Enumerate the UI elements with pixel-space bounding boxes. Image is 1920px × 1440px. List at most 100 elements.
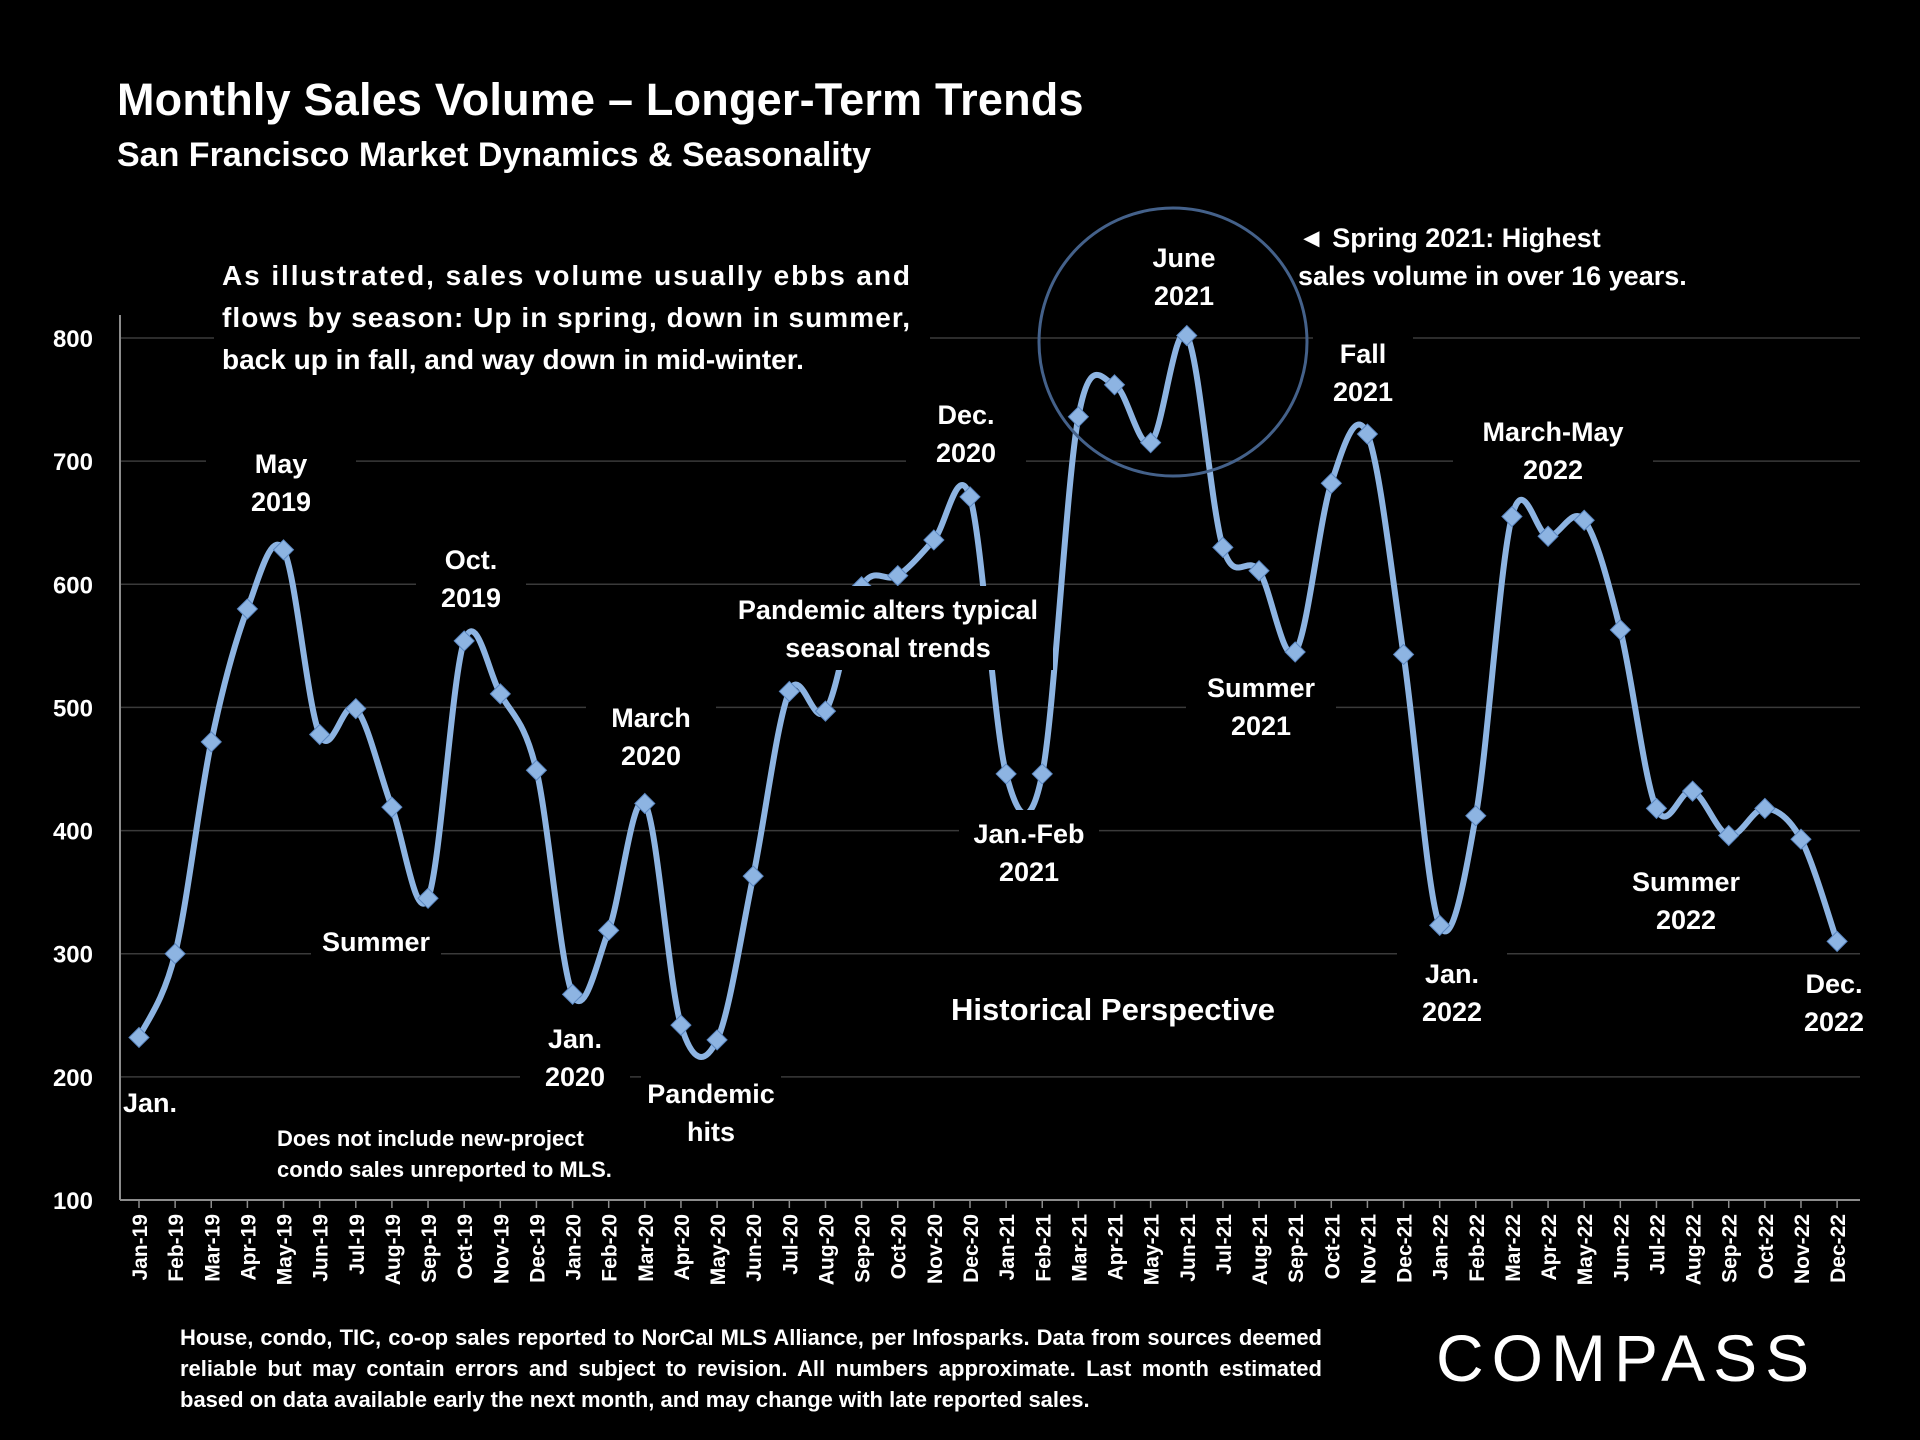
data-point [1754, 797, 1776, 820]
annotation-line: flows by season: Up in spring, down in s… [222, 302, 910, 333]
data-point [1103, 374, 1126, 396]
annotation-pandemic: Pandemic hits [641, 1070, 781, 1154]
data-point [164, 943, 186, 965]
annotation-line: 2020 [621, 741, 681, 771]
annotation-mar20: March 2020 [586, 694, 716, 778]
annotation-bg [311, 918, 441, 964]
x-tick-label: Sep-22 [1719, 1214, 1742, 1283]
annotation-line: ◄ Spring 2021: Highest [1298, 223, 1601, 253]
y-tick-label: 100 [53, 1188, 93, 1215]
x-tick-label: Aug-21 [1249, 1214, 1272, 1285]
x-tick-label: May-21 [1141, 1214, 1164, 1286]
data-point [128, 1026, 150, 1049]
annotation-summer19: Summer [311, 918, 441, 964]
annotation-line: Dec. [937, 400, 994, 430]
annotation-line: Does not include new-project [277, 1126, 584, 1151]
data-point [1465, 805, 1487, 827]
annotation-line: Summer [1632, 867, 1741, 897]
data-point [308, 723, 331, 746]
x-tick-label: Mar-22 [1502, 1214, 1525, 1282]
x-tick-label: Feb-22 [1466, 1214, 1489, 1282]
annotation-may19: May 2019 [206, 440, 356, 524]
annotation-dec20: Dec. 2020 [906, 391, 1026, 475]
annotation-line: March-May [1482, 417, 1623, 447]
data-point [236, 598, 259, 620]
annotation-jun21: June 2021 [1152, 243, 1215, 311]
x-tick-label: Aug-19 [382, 1214, 405, 1285]
annotation-spring21: ◄ Spring 2021: Highest sales volume in ov… [1298, 223, 1687, 291]
data-point [959, 486, 981, 508]
x-tick-label: Oct-20 [888, 1214, 911, 1279]
annotation-line: 2021 [1333, 377, 1393, 407]
annotation-bg [206, 440, 356, 524]
annotation-line: Dec. [1805, 969, 1862, 999]
annotation-line: hits [687, 1117, 735, 1147]
data-point [1428, 914, 1451, 937]
annotation-line: 2022 [1804, 1007, 1864, 1037]
annotation-line: condo sales unreported to MLS. [277, 1157, 612, 1182]
annotation-line: 2019 [441, 583, 501, 613]
data-point [489, 683, 512, 705]
annotation-bg [214, 251, 930, 385]
x-tick-label: Jun-21 [1177, 1214, 1200, 1282]
x-tick-label: Apr-20 [671, 1214, 694, 1281]
annotation-jan19: Jan. [123, 1088, 177, 1118]
data-point [1356, 423, 1379, 445]
annotation-line: Jan. [123, 1088, 177, 1118]
annotation-bg [416, 536, 526, 620]
data-point [1609, 619, 1632, 641]
x-tick-label: Jan-21 [996, 1214, 1019, 1281]
annotation-line: 2021 [1231, 711, 1291, 741]
data-point [1681, 780, 1704, 802]
data-point [1139, 431, 1162, 454]
y-tick-label: 400 [53, 819, 93, 846]
data-point [1573, 509, 1595, 531]
data-point [814, 700, 837, 722]
x-tick-label: Oct-19 [454, 1214, 477, 1279]
y-tick-label: 800 [53, 326, 93, 353]
annotation-line: Summer [1207, 673, 1316, 703]
annotation-line: Pandemic [647, 1079, 775, 1109]
x-tick-label: Jun-22 [1610, 1214, 1633, 1282]
x-tick-label: Apr-22 [1538, 1214, 1561, 1281]
x-tick-label: Nov-21 [1357, 1214, 1380, 1284]
annotation-line: March [611, 703, 691, 733]
annotation-line: As illustrated, sales volume usually ebb… [222, 260, 910, 291]
x-tick-label: May-22 [1574, 1214, 1597, 1285]
annotation-line: 2022 [1422, 997, 1482, 1027]
y-tick-label: 600 [53, 572, 93, 599]
annotation-bg [1616, 858, 1756, 942]
compass-logo: COMPASS [1436, 1321, 1818, 1395]
annotation-line: Oct. [445, 545, 498, 575]
x-tick-label: Apr-21 [1105, 1214, 1128, 1281]
annotation-bg [641, 1070, 781, 1154]
x-tick-label: Jan-19 [129, 1214, 152, 1281]
x-tick-label: Oct-21 [1321, 1214, 1344, 1280]
data-point [200, 731, 222, 753]
x-tick-label: Feb-20 [599, 1214, 622, 1282]
x-tick-label: Jul-19 [346, 1214, 369, 1275]
highlight-circle [1037, 206, 1309, 478]
data-point [1212, 536, 1234, 559]
data-point [272, 539, 295, 561]
annotation-jan22: Jan. 2022 [1397, 950, 1507, 1034]
annotation-dec22: Dec. 2022 [1784, 960, 1884, 1044]
annotation-line: 2021 [1154, 281, 1214, 311]
x-tick-label: Dec-21 [1394, 1214, 1417, 1283]
x-tick-label: May-19 [274, 1214, 297, 1285]
annotation-bg [723, 586, 1053, 670]
x-tick-label: Jul-21 [1213, 1214, 1236, 1275]
data-point [381, 796, 403, 818]
x-tick-label: Dec-22 [1827, 1214, 1850, 1283]
x-tick-label: Aug-22 [1683, 1214, 1706, 1285]
x-tick-label: Mar-21 [1068, 1214, 1091, 1282]
annotation-fall21: Fall 2021 [1313, 330, 1413, 414]
x-tick-label: Jul-20 [779, 1214, 802, 1275]
x-tick-label: Jun-19 [310, 1214, 333, 1282]
data-point [1067, 406, 1090, 428]
annotation-bg [959, 810, 1099, 894]
data-point [742, 865, 764, 887]
annotation-alters: Pandemic alters typical seasonal trends [723, 586, 1053, 670]
annotation-line: 2019 [251, 487, 311, 517]
